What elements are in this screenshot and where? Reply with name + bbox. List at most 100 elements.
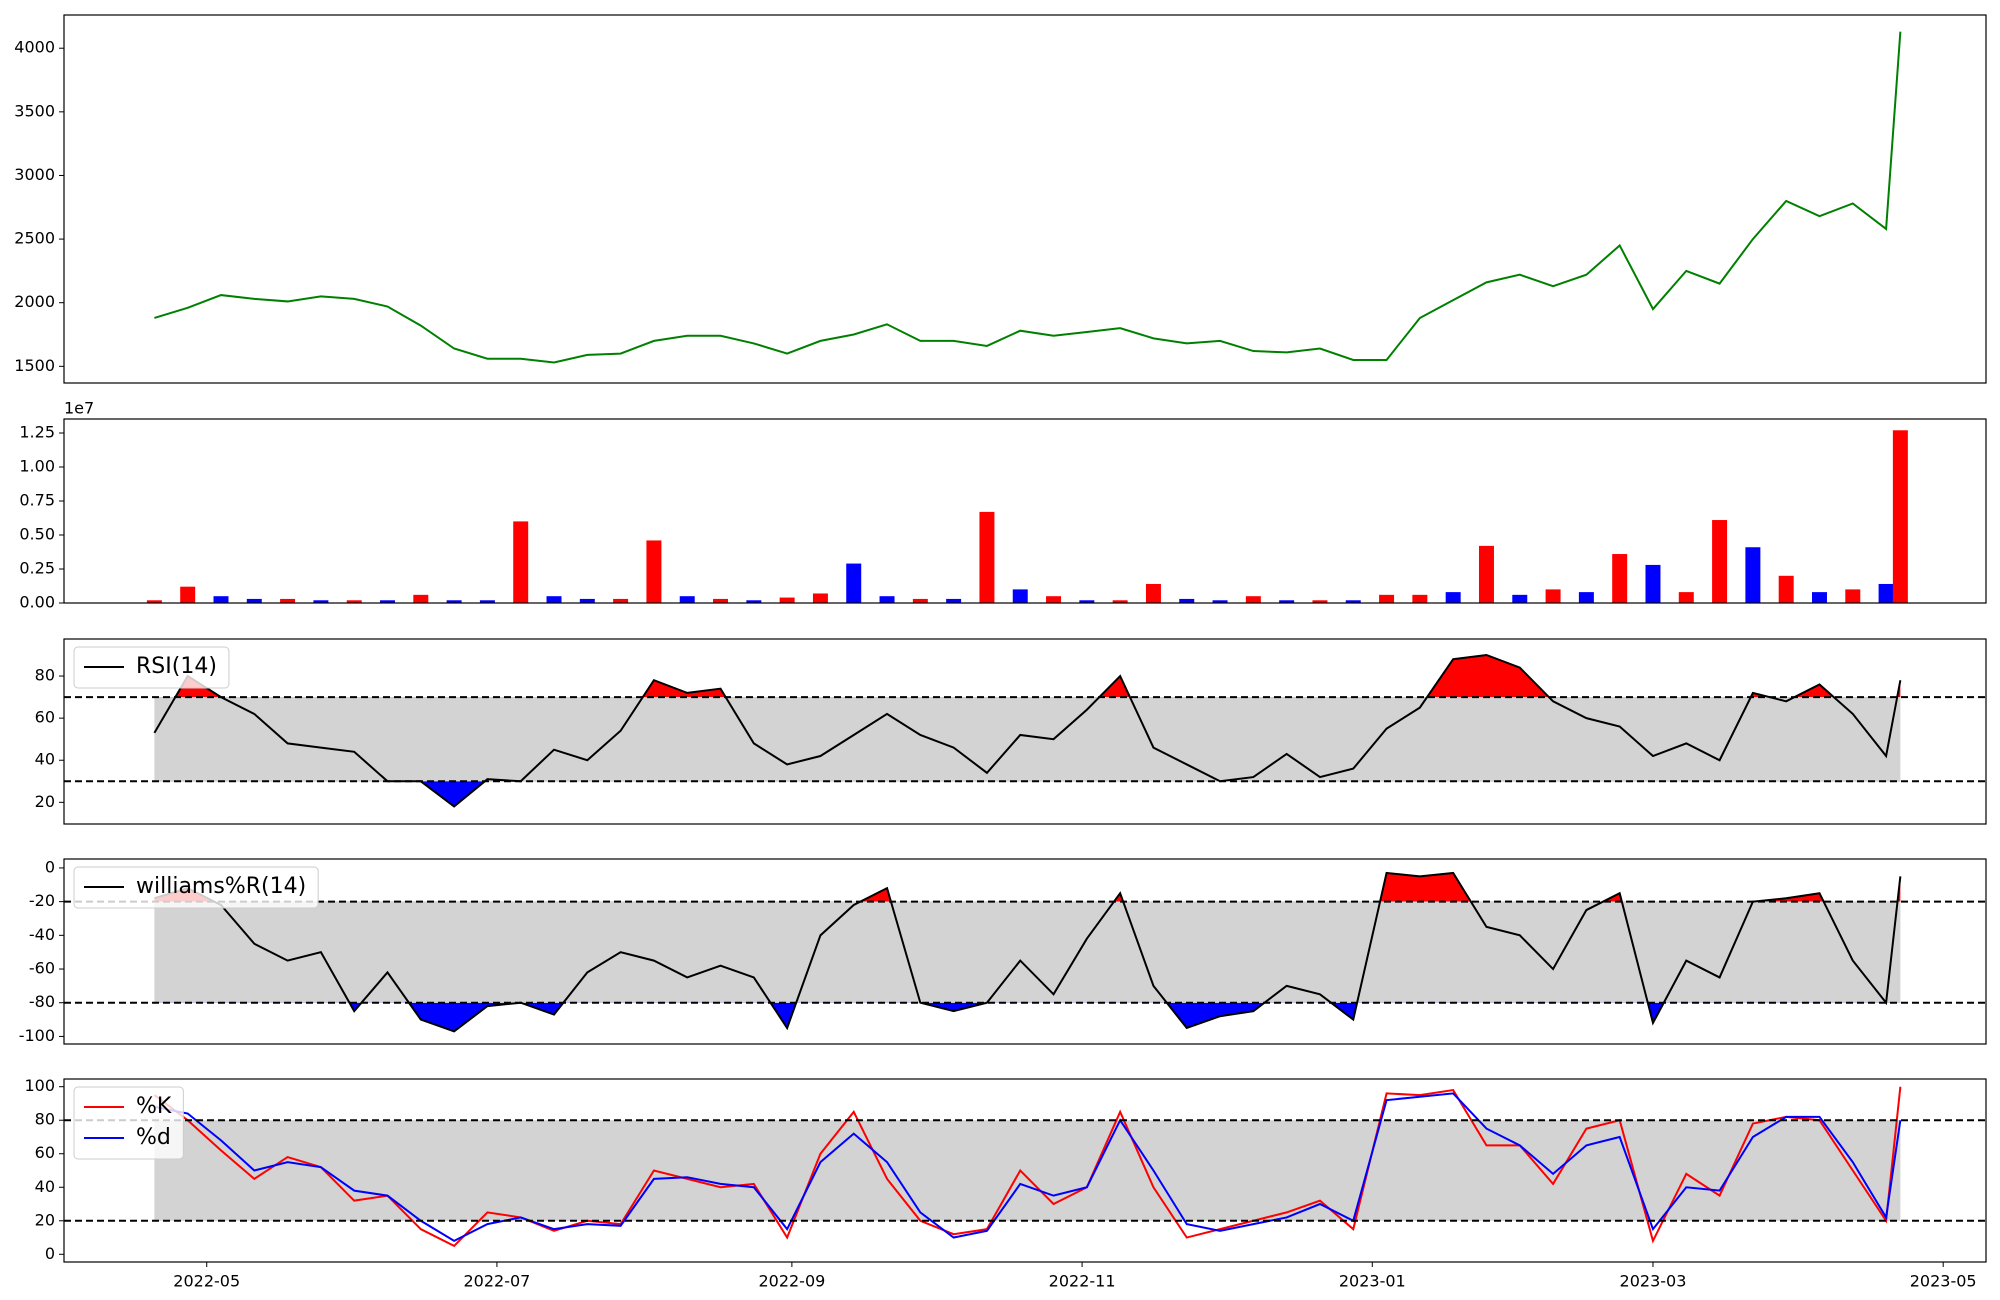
y-tick-label: -100: [19, 1026, 55, 1045]
legend-label: RSI(14): [136, 654, 217, 679]
volume-bar: [912, 598, 928, 603]
x-tick-label: 2022-07: [463, 1272, 530, 1291]
y-tick-label: 1500: [14, 356, 55, 375]
volume-bar: [879, 596, 895, 603]
axes-frame: [63, 418, 1987, 604]
volume-bar: [1545, 589, 1561, 603]
volume-bar: [513, 521, 529, 603]
volume-bar: [1079, 600, 1095, 603]
volume-bar: [1312, 600, 1328, 603]
overbought-fill: [154, 872, 1901, 902]
legend-label: williams%R(14): [136, 874, 306, 899]
y-tick-label: 80: [35, 1110, 55, 1129]
axes-frame: [63, 858, 1987, 1045]
legend-label: %d: [136, 1125, 171, 1150]
volume-bar: [280, 598, 296, 603]
volume-bar: [1179, 598, 1195, 603]
series-line: [153, 653, 1902, 808]
legend-box: [73, 866, 319, 909]
volume-bar: [1145, 583, 1161, 603]
volume-bar: [446, 600, 462, 603]
axes-frame: [63, 638, 1987, 825]
y-tick-label: 2500: [14, 229, 55, 248]
volume-bar: [180, 586, 196, 603]
legend-label: %K: [136, 1094, 172, 1119]
volume-bar: [1445, 592, 1461, 603]
volume-bar: [146, 600, 162, 603]
volume-bar: [779, 597, 795, 603]
volume-bar: [1412, 594, 1428, 603]
y-tick-label: 1.25: [19, 423, 55, 442]
volume-bar: [413, 594, 429, 603]
y-tick-label: 2000: [14, 292, 55, 311]
volume-bar: [1745, 547, 1761, 603]
volume-bar: [1245, 596, 1261, 603]
y-tick-label: -80: [29, 992, 55, 1011]
overbought-fill: [175, 654, 1901, 698]
y-tick-label: 80: [35, 666, 55, 685]
volume-bar: [313, 600, 329, 603]
volume-bar: [613, 598, 629, 603]
x-tick-label: 2023-01: [1339, 1272, 1406, 1291]
volume-bar: [579, 598, 595, 603]
y-tick-label: 40: [35, 750, 55, 769]
y-tick-label: -60: [29, 959, 55, 978]
axes-frame: [63, 1078, 1987, 1263]
x-tick-label: 2022-11: [1049, 1272, 1116, 1291]
x-tick-label: 2022-05: [173, 1272, 240, 1291]
volume-bar: [1345, 600, 1361, 603]
volume-bar: [1478, 545, 1494, 603]
y-tick-label: 0.75: [19, 491, 55, 510]
volume-bar: [1878, 583, 1894, 603]
x-tick-label: 2022-09: [758, 1272, 825, 1291]
y-tick-label: 20: [35, 1210, 55, 1229]
y-tick-label: 0: [45, 1244, 55, 1263]
volume-bar: [679, 596, 695, 603]
series-line: [154, 31, 1902, 364]
volume-bar: [546, 596, 562, 603]
y-tick-label: 100: [24, 1076, 55, 1095]
volume-bar: [1678, 592, 1694, 603]
legend-box: [73, 646, 230, 689]
series-line: [154, 1092, 1902, 1243]
volume-bar: [746, 600, 762, 603]
volume-bar: [1046, 596, 1062, 603]
threshold-band: [154, 697, 1901, 782]
series-line: [153, 1086, 1902, 1248]
volume-bar: [1212, 600, 1228, 603]
legend-box: [73, 1086, 184, 1160]
threshold-band: [154, 1120, 1901, 1221]
y-tick-label: 20: [35, 792, 55, 811]
y-tick-label: 3000: [14, 165, 55, 184]
volume-bar: [1778, 575, 1794, 603]
y-tick-label: 0: [45, 857, 55, 876]
x-tick-label: 2023-05: [1910, 1272, 1977, 1291]
volume-bar: [1811, 592, 1827, 603]
y-tick-label: 3500: [14, 101, 55, 120]
x-tick-label: 2023-03: [1620, 1272, 1687, 1291]
volume-bar: [1112, 600, 1128, 603]
volume-bar: [1645, 564, 1661, 603]
volume-bar: [1578, 592, 1594, 603]
volume-bar: [213, 596, 229, 603]
volume-bar: [1845, 589, 1861, 603]
volume-bar: [1379, 594, 1395, 603]
volume-bar: [1512, 594, 1528, 603]
y-tick-label: 0.50: [19, 525, 55, 544]
y-tick-label: 40: [35, 1177, 55, 1196]
volume-bar: [1012, 589, 1028, 603]
volume-bar: [1712, 520, 1728, 603]
volume-bar: [1612, 554, 1628, 603]
volume-bar: [846, 563, 862, 603]
volume-bar: [346, 600, 362, 603]
volume-bar: [1892, 430, 1908, 603]
y-tick-label: 60: [35, 708, 55, 727]
axes-frame: [63, 14, 1987, 384]
volume-bar: [979, 511, 995, 603]
volume-bar: [1279, 600, 1295, 603]
y-tick-label: 1.00: [19, 457, 55, 476]
volume-bar: [246, 598, 262, 603]
axis-offset-label: 1e7: [64, 399, 94, 418]
series-line: [154, 871, 1902, 1033]
